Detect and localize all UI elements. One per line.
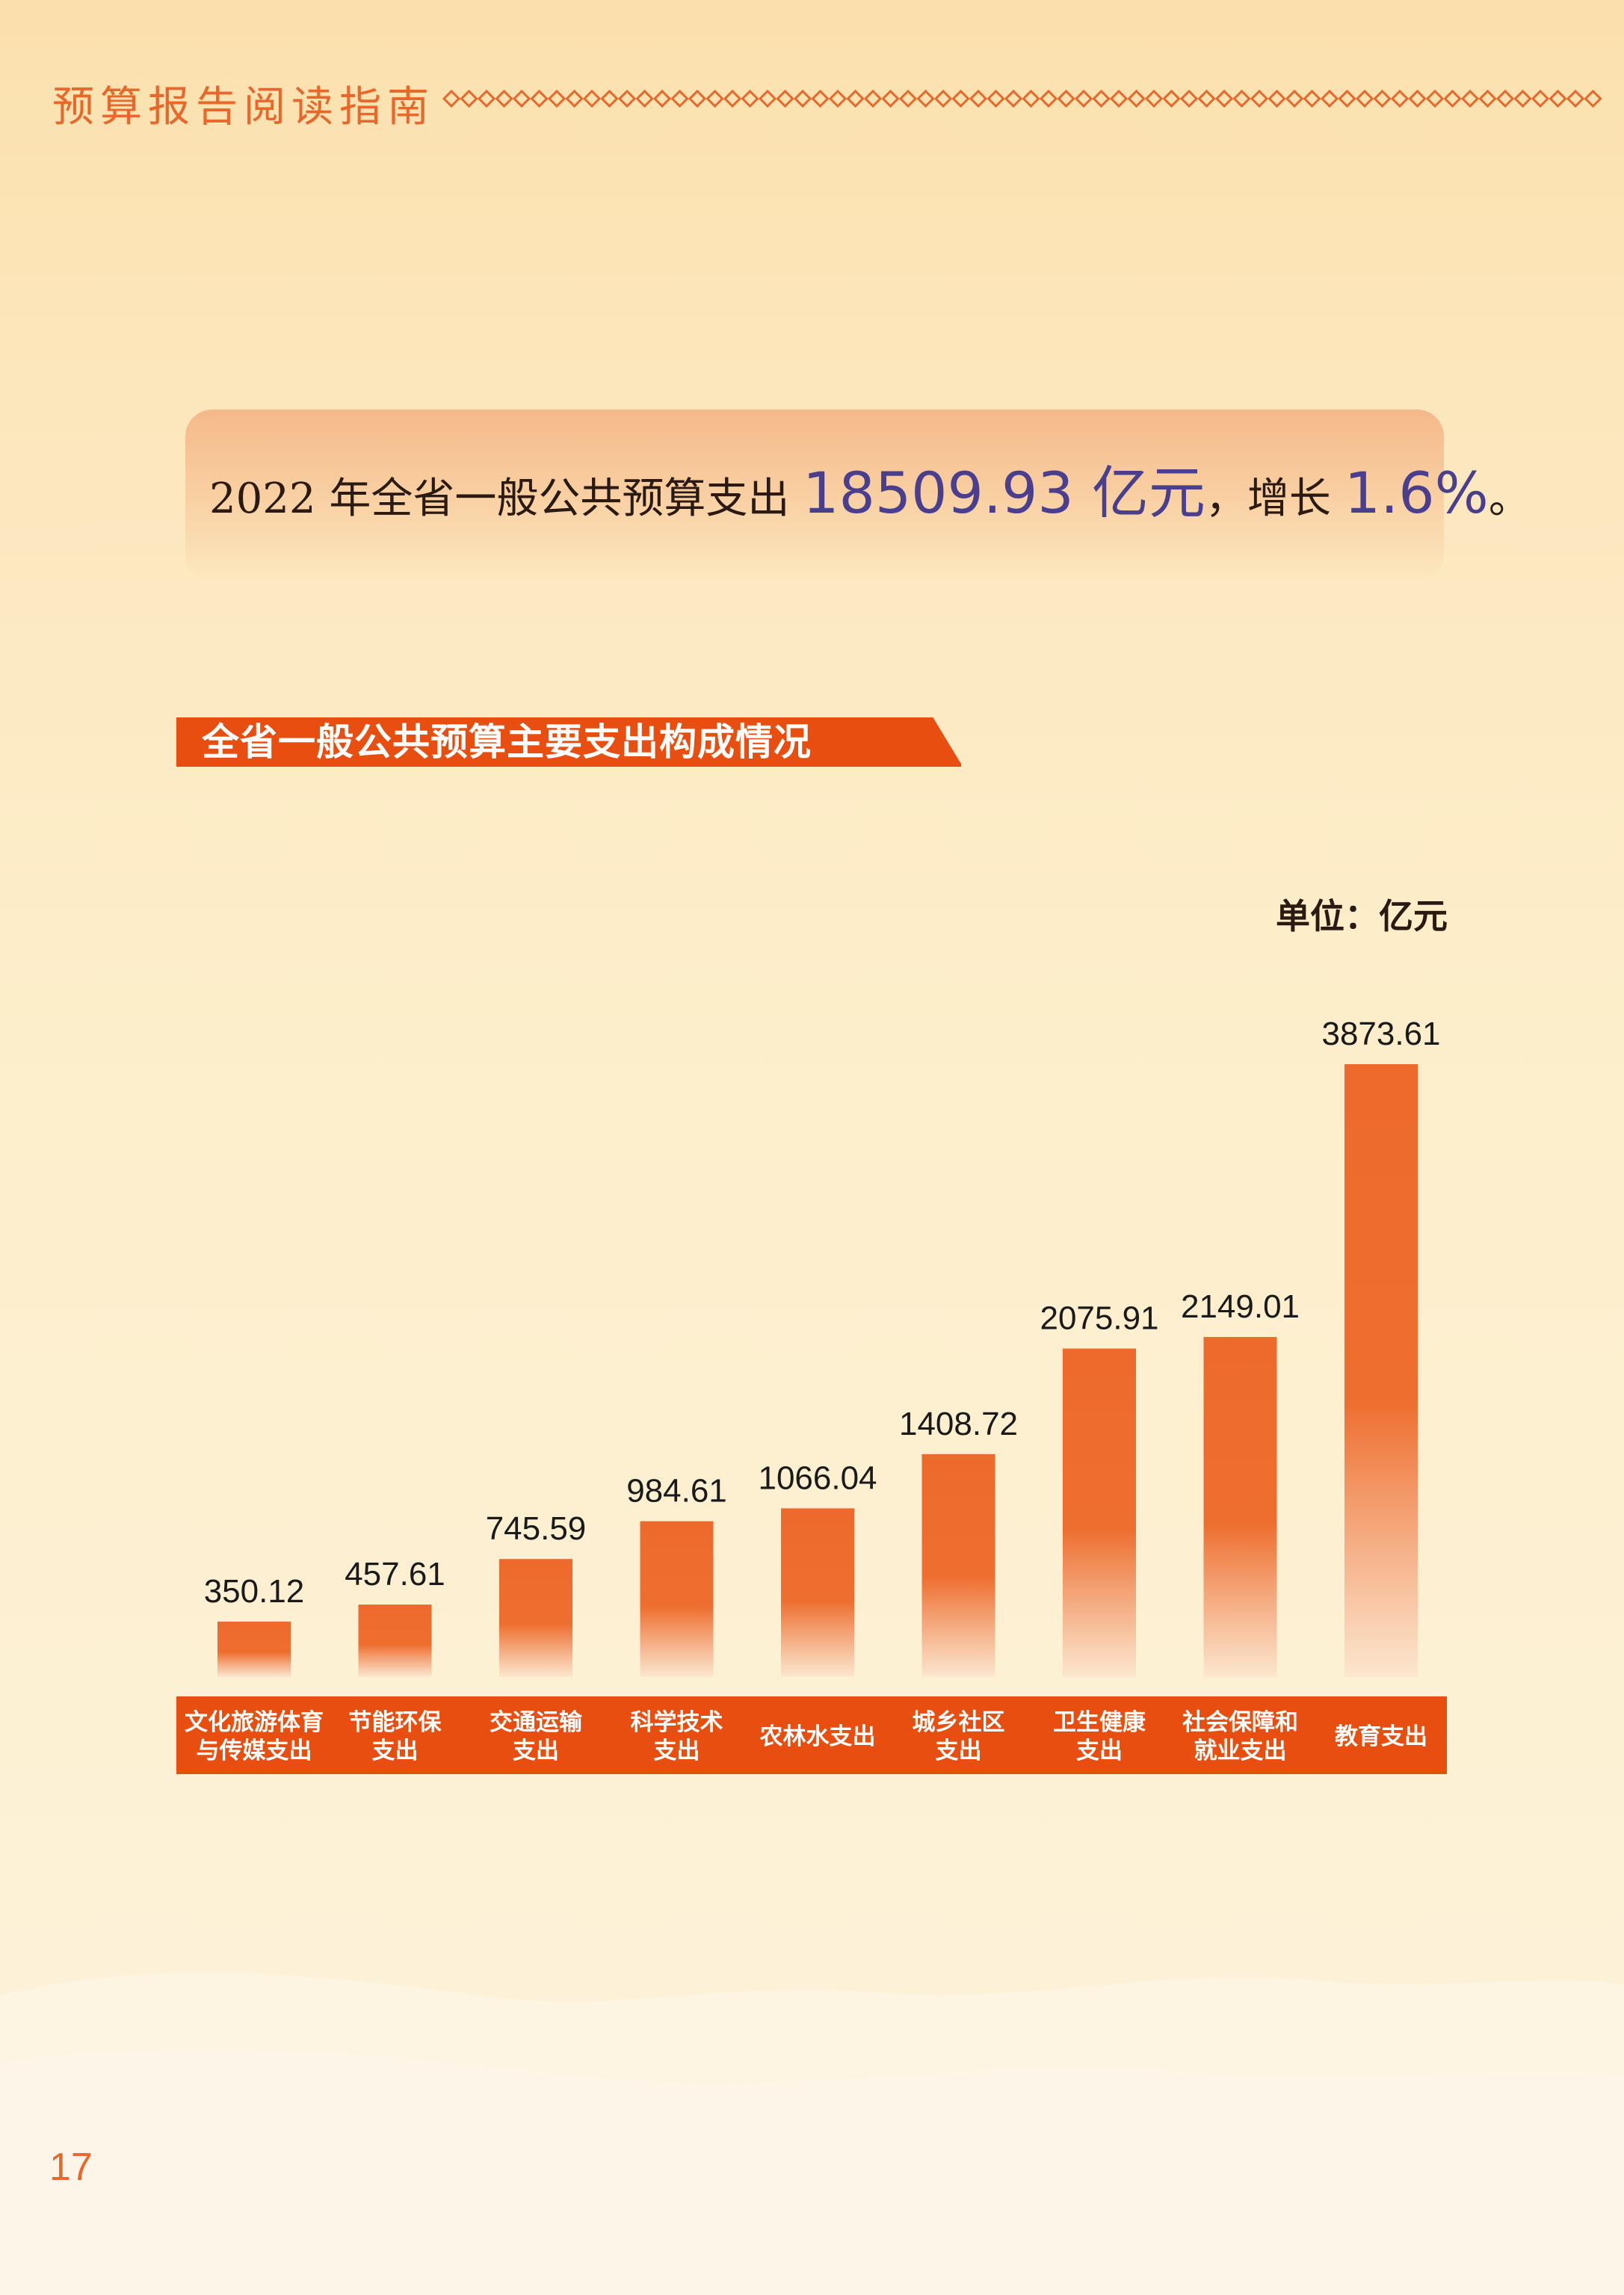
header-title: 预算报告阅读指南 xyxy=(52,83,435,132)
value-label-0: 350.12 xyxy=(204,1573,305,1610)
value-label-1: 457.61 xyxy=(345,1556,445,1593)
value-label-5: 1408.72 xyxy=(899,1406,1018,1442)
category-label-1-0: 节能环保 xyxy=(349,1709,442,1736)
value-label-3: 984.61 xyxy=(626,1473,727,1510)
bar-chart: 350.12 457.61 745.59 984.61 1066.04 1408.72 20… xyxy=(176,1016,1447,1774)
category-label-0-1: 与传媒支出 xyxy=(197,1738,312,1764)
category-label-3-0: 科学技术 xyxy=(631,1709,723,1736)
summary-suffix: 。 xyxy=(1488,475,1531,523)
summary-total: 18509.93 亿元 xyxy=(803,460,1205,526)
bar-5 xyxy=(921,1454,995,1677)
category-label-2-0: 交通运输 xyxy=(490,1709,583,1736)
summary-middle: ，增长 xyxy=(1205,475,1344,523)
value-label-8: 3873.61 xyxy=(1321,1016,1440,1052)
bar-1 xyxy=(358,1604,432,1677)
category-label-0-0: 文化旅游体育 xyxy=(185,1709,324,1736)
bar-4 xyxy=(781,1508,854,1677)
section-banner xyxy=(176,717,961,767)
category-label-5-0: 城乡社区 xyxy=(913,1709,1005,1736)
category-band xyxy=(176,1696,1447,1774)
summary-prefix: 2022 年全省一般公共预算支出 xyxy=(209,475,803,523)
bar-3 xyxy=(640,1521,714,1677)
category-label-3-1: 支出 xyxy=(654,1738,700,1764)
bar-6 xyxy=(1063,1348,1136,1677)
bar-2 xyxy=(499,1559,572,1677)
category-label-4-0: 农林水支出 xyxy=(760,1723,876,1750)
bar-0 xyxy=(217,1621,291,1677)
page-number: 17 xyxy=(49,2146,93,2189)
bar-7 xyxy=(1203,1337,1277,1677)
summary-box xyxy=(185,410,1444,581)
section-title: 全省一般公共预算主要支出构成情况 xyxy=(202,720,812,764)
background-hills xyxy=(0,1972,1624,2295)
summary-growth: 1.6% xyxy=(1344,460,1489,526)
category-label-6-1: 支出 xyxy=(1076,1738,1123,1764)
category-label-7-1: 就业支出 xyxy=(1194,1738,1287,1764)
category-label-8-0: 教育支出 xyxy=(1335,1723,1427,1750)
unit-label: 单位：亿元 xyxy=(1276,896,1448,936)
category-label-1-1: 支出 xyxy=(372,1738,419,1764)
category-label-5-1: 支出 xyxy=(936,1738,982,1764)
value-label-7: 2149.01 xyxy=(1181,1288,1300,1325)
value-label-4: 1066.04 xyxy=(758,1460,877,1496)
header-diamond-pattern xyxy=(442,89,1602,108)
category-label-2-1: 支出 xyxy=(513,1738,559,1764)
value-label-6: 2075.91 xyxy=(1040,1300,1158,1337)
summary-text: 2022 年全省一般公共预算支出 18509.93 亿元，增长 1.6%。 xyxy=(209,447,1531,529)
value-label-2: 745.59 xyxy=(486,1510,587,1547)
category-label-6-0: 卫生健康 xyxy=(1053,1709,1146,1736)
bar-8 xyxy=(1344,1064,1418,1677)
category-label-7-0: 社会保障和 xyxy=(1182,1709,1298,1736)
